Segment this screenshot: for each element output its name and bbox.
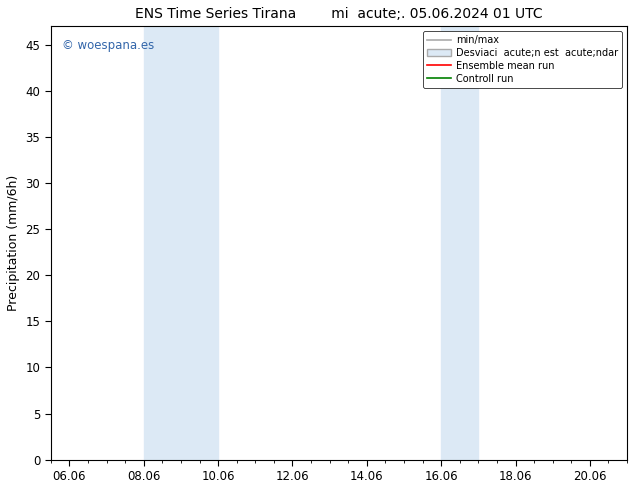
Bar <box>441 26 478 460</box>
Legend: min/max, Desviaci  acute;n est  acute;ndar, Ensemble mean run, Controll run: min/max, Desviaci acute;n est acute;ndar… <box>423 31 622 88</box>
Y-axis label: Precipitation (mm/6h): Precipitation (mm/6h) <box>7 175 20 311</box>
Text: © woespana.es: © woespana.es <box>62 39 155 52</box>
Title: ENS Time Series Tirana        mi  acute;. 05.06.2024 01 UTC: ENS Time Series Tirana mi acute;. 05.06.… <box>135 7 543 21</box>
Bar <box>144 26 218 460</box>
